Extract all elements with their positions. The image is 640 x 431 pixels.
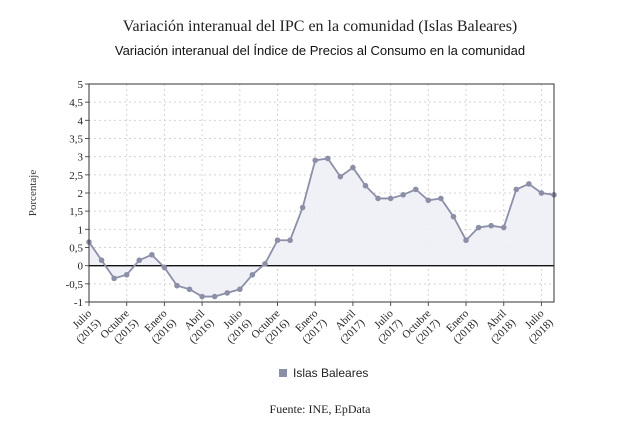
data-point bbox=[199, 293, 205, 300]
x-tick-label: Enero(2016) bbox=[140, 307, 179, 346]
data-point bbox=[400, 192, 406, 198]
chart-subtitle: Variación interanual del Índice de Preci… bbox=[115, 43, 525, 58]
data-point bbox=[475, 224, 482, 231]
data-point bbox=[136, 257, 143, 264]
x-tick-label: Julio(2017) bbox=[367, 307, 406, 346]
legend-label: Islas Baleares bbox=[293, 366, 368, 380]
data-point bbox=[312, 157, 319, 164]
y-tick-label: -0,5 bbox=[66, 279, 84, 291]
y-tick-label: 2,5 bbox=[69, 170, 83, 182]
data-point bbox=[463, 237, 469, 244]
x-tick-label: Abril(2017) bbox=[329, 307, 368, 346]
source-note: Fuente: INE, EpData bbox=[270, 402, 372, 416]
chart-title: Variación interanual del IPC en la comun… bbox=[123, 18, 518, 35]
data-point bbox=[513, 186, 520, 193]
data-point bbox=[438, 195, 444, 202]
legend: Islas Baleares bbox=[279, 366, 368, 380]
plot-frame bbox=[88, 83, 555, 303]
data-point bbox=[123, 271, 130, 278]
y-tick-label: 5 bbox=[78, 79, 84, 91]
x-tick-label: Octubre(2017) bbox=[400, 307, 443, 350]
x-tick-label: Julio(2016) bbox=[216, 307, 255, 346]
data-point bbox=[488, 222, 494, 229]
data-point bbox=[350, 164, 356, 171]
y-tick-label: -1 bbox=[74, 297, 83, 309]
y-tick-label: 3,5 bbox=[69, 134, 83, 146]
y-tick-label: 1 bbox=[78, 224, 84, 236]
x-tick-label: Enero(2017) bbox=[291, 307, 330, 346]
data-point bbox=[174, 282, 180, 289]
data-point bbox=[111, 275, 117, 282]
data-point bbox=[324, 155, 331, 162]
data-point bbox=[186, 286, 193, 293]
x-tick-label: Abril(2016) bbox=[178, 307, 217, 346]
x-tick-label: Octubre(2016) bbox=[249, 307, 292, 350]
data-point bbox=[538, 190, 545, 196]
data-point bbox=[211, 293, 218, 300]
data-point bbox=[149, 251, 155, 258]
y-tick-label: 0 bbox=[78, 261, 84, 273]
x-tick-label: Octubre(2015) bbox=[98, 307, 141, 350]
data-point bbox=[161, 264, 168, 271]
data-point bbox=[337, 173, 344, 180]
series-line bbox=[88, 157, 555, 298]
x-tick-label: Julio(2015) bbox=[65, 307, 104, 346]
data-point bbox=[98, 257, 105, 264]
data-point bbox=[274, 237, 281, 244]
data-point bbox=[299, 204, 306, 211]
legend-swatch bbox=[279, 369, 287, 377]
data-point bbox=[526, 181, 532, 187]
x-tick-label: Enero(2018) bbox=[442, 307, 481, 346]
data-point bbox=[249, 271, 256, 278]
y-axis-label: Porcentaje bbox=[27, 170, 39, 217]
data-point bbox=[425, 197, 432, 204]
x-tick-label: Abril(2018) bbox=[480, 307, 519, 346]
y-tick-label: 1,5 bbox=[69, 206, 83, 218]
data-point bbox=[287, 237, 293, 244]
y-tick-label: 0,5 bbox=[69, 243, 83, 255]
data-point bbox=[450, 213, 457, 220]
y-tick-label: 4,5 bbox=[69, 97, 83, 109]
series-area bbox=[89, 158, 554, 297]
data-point bbox=[262, 261, 268, 267]
y-tick-label: 4 bbox=[78, 115, 84, 127]
data-point bbox=[362, 182, 369, 189]
data-point bbox=[224, 290, 231, 296]
data-point bbox=[375, 195, 381, 202]
data-point bbox=[387, 195, 394, 202]
data-point bbox=[500, 224, 507, 231]
y-tick-label: 2 bbox=[78, 188, 84, 200]
y-tick-label: 3 bbox=[78, 152, 84, 164]
x-tick-label: Julio(2018) bbox=[517, 307, 556, 346]
data-point bbox=[412, 186, 419, 193]
data-point bbox=[237, 286, 243, 293]
